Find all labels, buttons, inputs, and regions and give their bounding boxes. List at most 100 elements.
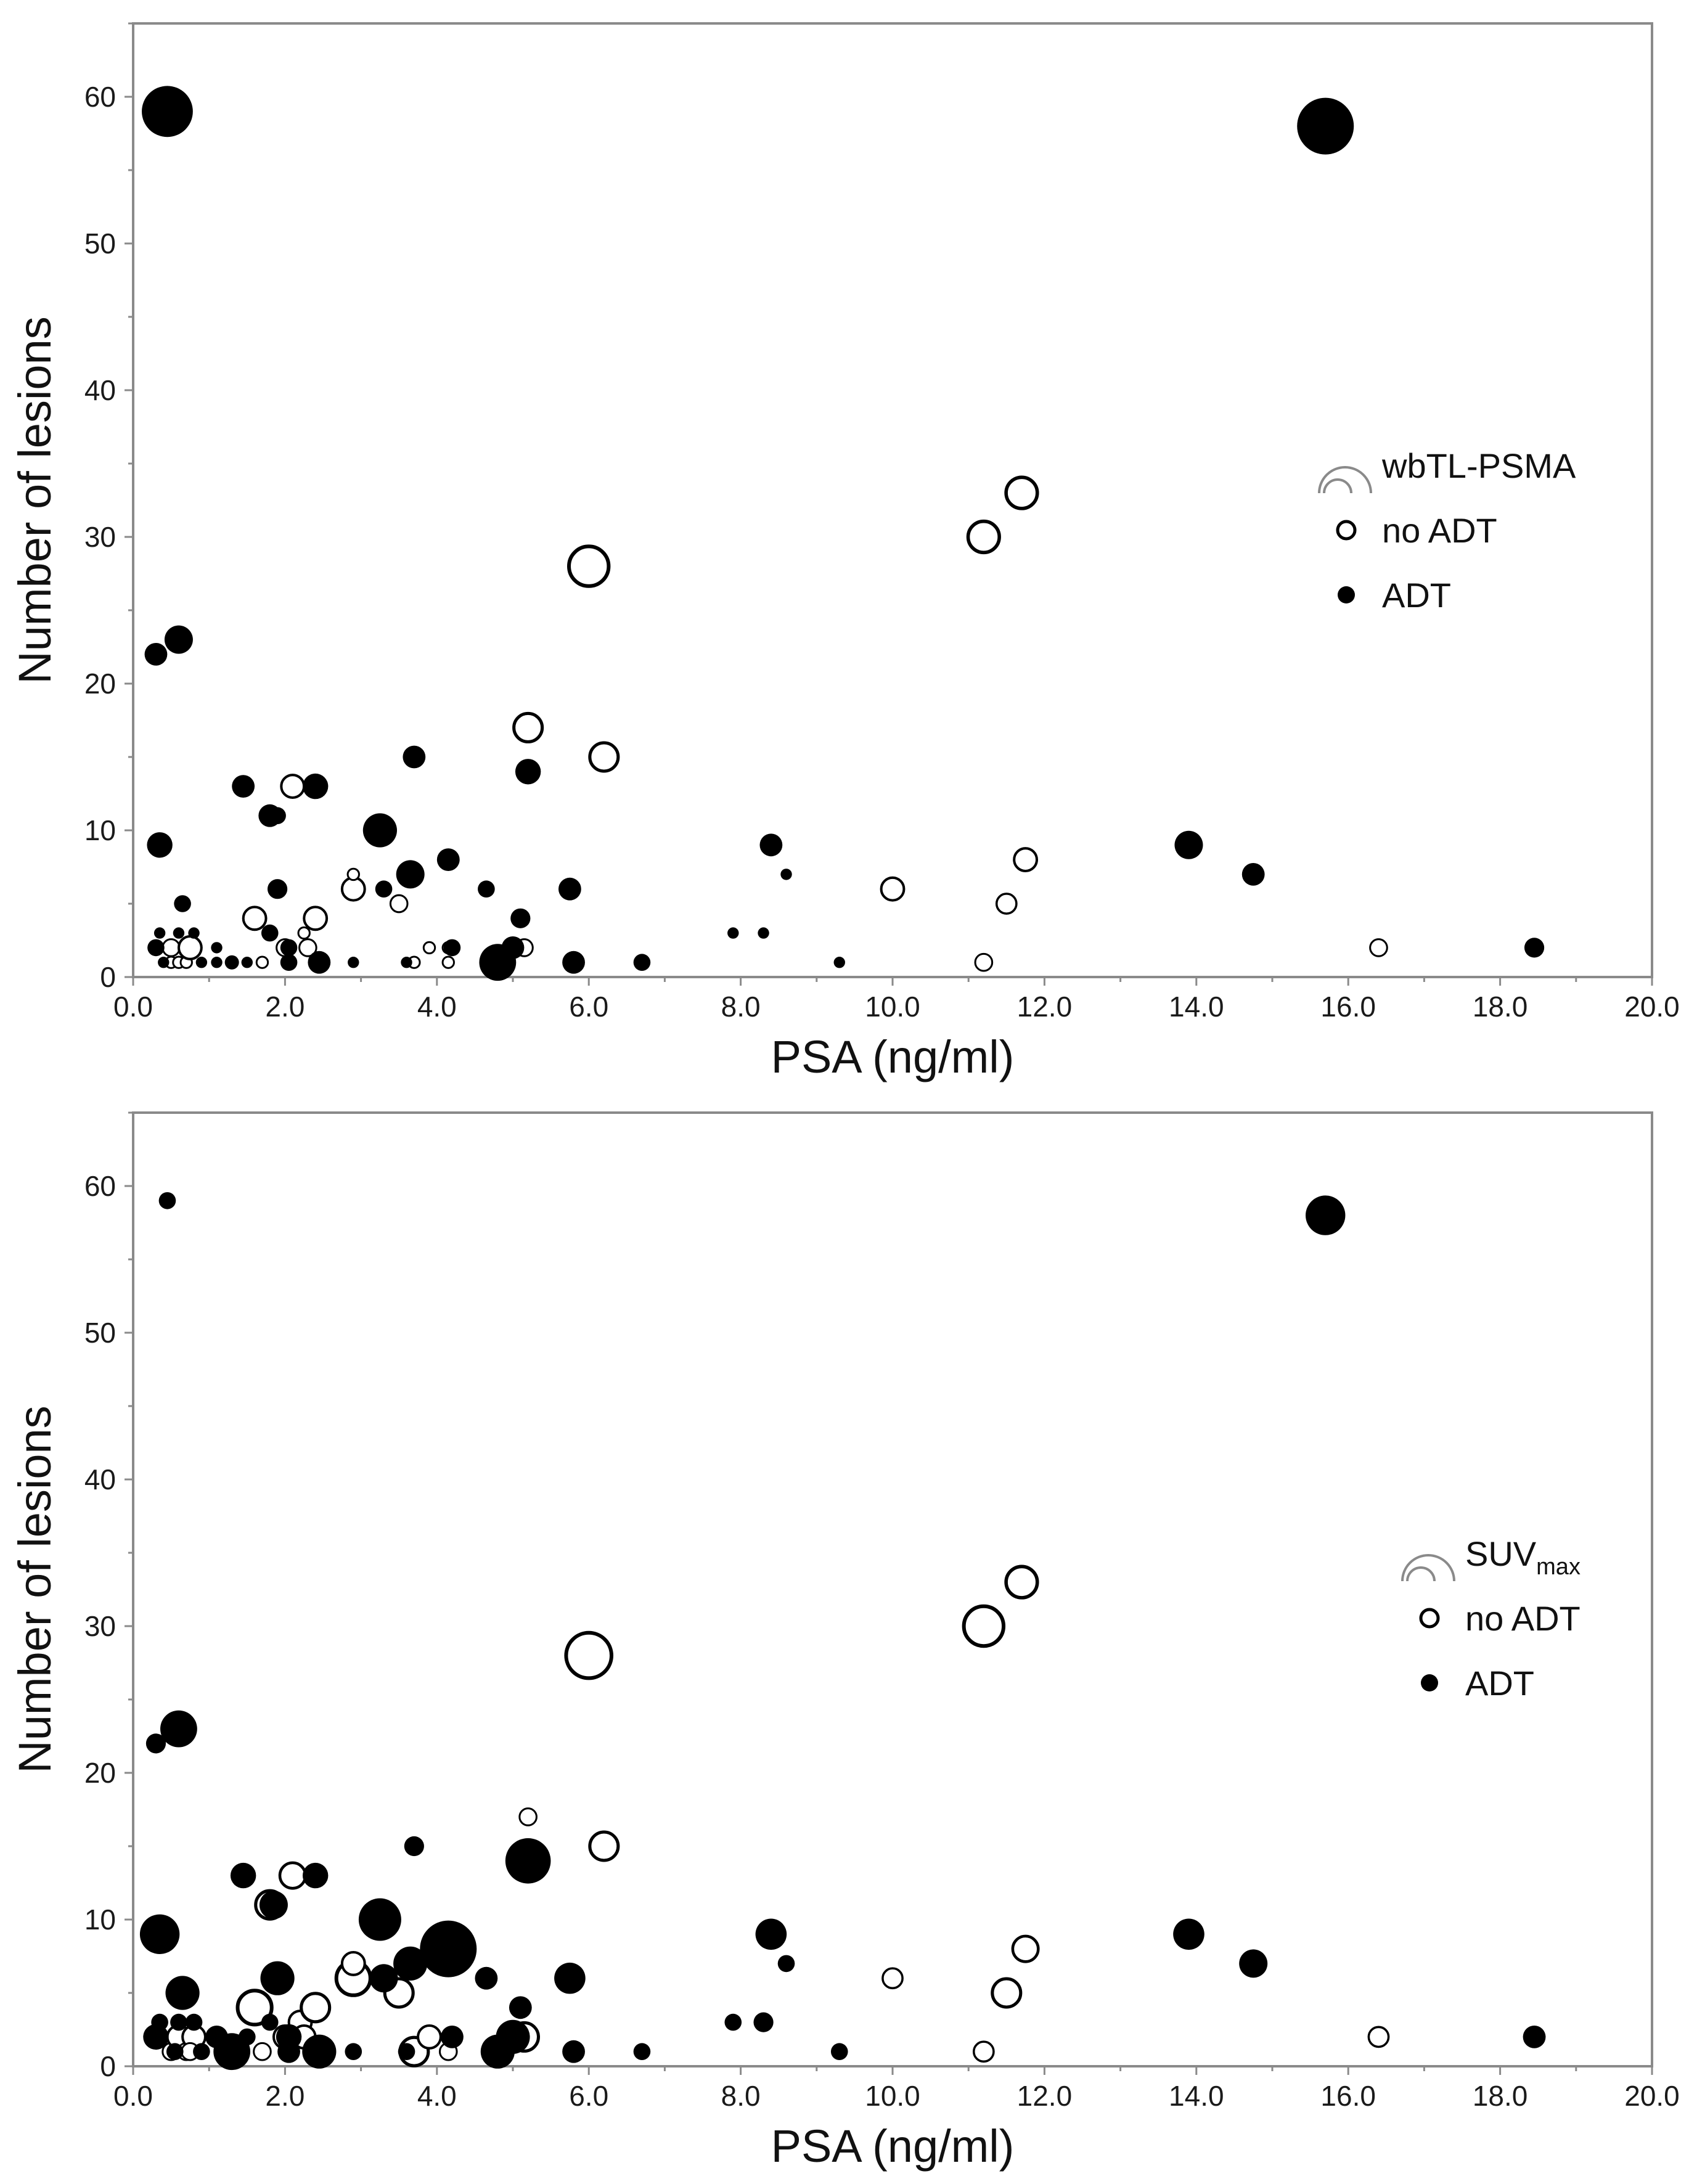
x-axis-title: PSA (ng/ml) — [771, 2121, 1015, 2172]
x-tick-label: 14.0 — [1169, 991, 1224, 1023]
adt-point — [239, 2028, 256, 2046]
adt-point — [436, 848, 460, 871]
adt-point — [515, 759, 541, 785]
adt-point — [1239, 1949, 1268, 1978]
no-adt-point — [972, 2040, 995, 2063]
adt-point — [833, 957, 845, 968]
adt-point — [758, 927, 769, 939]
adt-point — [475, 1966, 498, 1990]
adt-point — [401, 957, 412, 968]
adt-point — [165, 1976, 200, 2010]
x-tick-label: 8.0 — [721, 991, 761, 1023]
y-tick-label: 10 — [84, 814, 116, 846]
series-no-adt — [162, 475, 1388, 972]
adt-point — [260, 1961, 295, 1995]
no-adt-point — [253, 2042, 272, 2061]
no-adt-point — [962, 1604, 1006, 1648]
adt-point — [144, 643, 168, 666]
adt-point — [558, 877, 581, 901]
y-tick-label: 20 — [84, 1757, 116, 1789]
adt-point — [185, 2013, 203, 2031]
y-axis-title: Number of lesions — [9, 316, 60, 684]
adt-point — [375, 880, 393, 898]
adt-point — [174, 895, 191, 912]
adt-point — [241, 957, 253, 968]
adt-point — [195, 957, 208, 968]
no-adt-point — [1367, 2026, 1390, 2048]
y-tick-label: 60 — [84, 1170, 116, 1202]
adt-point — [1306, 1195, 1346, 1235]
x-tick-label: 10.0 — [865, 991, 920, 1023]
x-tick-label: 20.0 — [1624, 991, 1680, 1023]
adt-point — [727, 927, 739, 939]
adt-point — [1523, 2026, 1546, 2048]
adt-point — [224, 955, 239, 970]
x-tick-label: 6.0 — [569, 2080, 608, 2112]
no-adt-point — [1004, 475, 1039, 510]
adt-point — [173, 927, 185, 939]
plot-area — [132, 22, 1653, 978]
legend-size-icon — [1401, 1554, 1455, 1582]
adt-point — [166, 2043, 184, 2060]
x-tick-label: 20.0 — [1624, 2080, 1680, 2112]
y-tick-label: 40 — [84, 374, 116, 406]
adt-point — [188, 927, 200, 939]
x-tick-label: 6.0 — [569, 991, 608, 1023]
x-tick-label: 16.0 — [1320, 2080, 1376, 2112]
adt-point — [143, 2024, 169, 2050]
adt-point — [830, 2043, 848, 2060]
adt-point — [160, 1710, 197, 1748]
adt-point — [759, 833, 783, 857]
no-adt-point — [280, 774, 306, 800]
legend-adt-label: ADT — [1465, 1664, 1534, 1703]
adt-point — [345, 2043, 362, 2060]
no-adt-point — [1369, 938, 1388, 957]
no-adt-point — [1011, 1934, 1040, 1963]
legend-size-icon — [1318, 466, 1372, 494]
adt-point — [398, 2043, 415, 2060]
legend: wbTL-PSMA no ADT ADT — [1318, 446, 1576, 615]
adt-point — [193, 2043, 210, 2060]
y-tick-label: 30 — [84, 1610, 116, 1642]
x-tick-label: 2.0 — [265, 2080, 305, 2112]
no-adt-point — [512, 711, 544, 743]
adt-point — [1174, 830, 1203, 859]
y-tick-label: 0 — [100, 961, 116, 993]
adt-point — [267, 879, 288, 899]
x-tick-label: 0.0 — [113, 991, 153, 1023]
no-adt-point — [298, 938, 317, 957]
no-adt-point — [297, 926, 311, 940]
no-adt-point — [441, 955, 455, 969]
x-tick-label: 14.0 — [1169, 2080, 1224, 2112]
x-tick-label: 10.0 — [865, 2080, 920, 2112]
no-adt-point — [1004, 1564, 1039, 1600]
adt-point — [261, 2013, 279, 2031]
no-adt-point — [346, 867, 360, 881]
y-tick-label: 40 — [84, 1463, 116, 1495]
adt-point — [505, 1838, 551, 1884]
x-tick-label: 2.0 — [265, 991, 305, 1023]
series-adt — [142, 86, 1545, 981]
adt-point — [393, 1946, 428, 1981]
adt-point — [269, 807, 286, 824]
adt-point — [1173, 1918, 1204, 1950]
x-tick-label: 18.0 — [1473, 991, 1528, 1023]
adt-point — [1241, 863, 1265, 886]
adt-point — [358, 1898, 401, 1941]
adt-point — [170, 2013, 187, 2031]
adt-point — [151, 2013, 168, 2031]
adt-point — [142, 86, 193, 137]
legend: SUVmax no ADT ADT — [1401, 1534, 1581, 1703]
adt-point — [420, 1920, 477, 1977]
adt-point — [633, 954, 651, 971]
no-adt-point — [1013, 847, 1039, 873]
adt-point — [562, 951, 585, 974]
legend-size-icon-inner — [1323, 478, 1352, 494]
no-adt-point — [881, 1967, 904, 1990]
no-adt-point — [588, 1830, 620, 1862]
adt-point — [145, 1733, 166, 1754]
legend-size-label: wbTL-PSMA — [1381, 446, 1576, 485]
adt-point — [1297, 97, 1354, 155]
legend-size-label-main: wbTL-PSMA — [1381, 446, 1576, 485]
